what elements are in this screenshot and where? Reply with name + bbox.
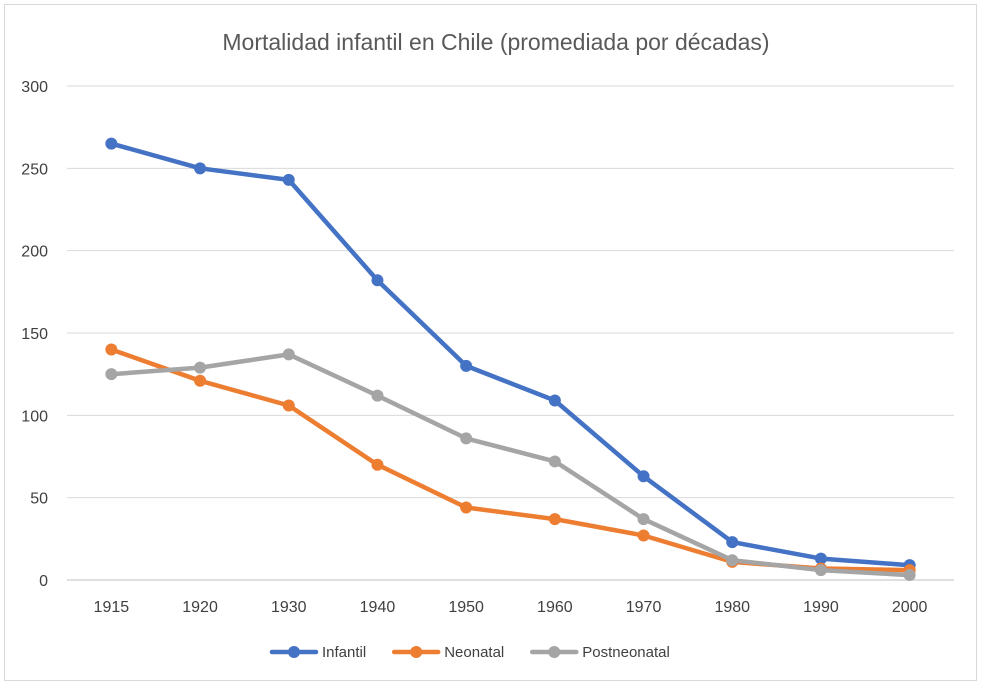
data-point <box>282 399 295 412</box>
x-tick-label: 1915 <box>94 599 130 616</box>
data-point <box>371 274 384 287</box>
y-axis-tick-labels: 0 50 100 150 200 250 300 <box>21 79 48 590</box>
chart-title: Mortalidad infantil en Chile (promediada… <box>222 29 769 55</box>
data-point <box>194 162 207 175</box>
legend-item-postneonatal: Postneonatal <box>530 644 670 661</box>
data-point <box>726 554 739 567</box>
data-point <box>637 529 650 542</box>
legend-label: Neonatal <box>444 644 504 661</box>
y-tick-label: 250 <box>21 161 48 178</box>
x-tick-label: 1930 <box>271 599 307 616</box>
data-point <box>460 359 473 372</box>
x-tick-label: 1960 <box>537 599 573 616</box>
legend-label: Infantil <box>322 644 366 661</box>
data-point <box>105 343 118 356</box>
legend-label: Postneonatal <box>582 644 670 661</box>
y-tick-label: 50 <box>30 491 48 508</box>
gridlines <box>67 85 954 581</box>
data-point <box>282 348 295 361</box>
data-point <box>460 432 473 445</box>
data-point <box>194 374 207 387</box>
data-point <box>371 458 384 471</box>
legend-item-infantil: Infantil <box>269 644 366 661</box>
legend-marker <box>548 646 561 658</box>
data-point <box>903 569 916 582</box>
data-point <box>282 173 295 186</box>
series-neonatal <box>105 343 916 577</box>
x-tick-label: 1920 <box>182 599 218 616</box>
data-point <box>726 536 739 549</box>
data-point <box>194 361 207 374</box>
y-tick-label: 200 <box>21 244 48 261</box>
x-tick-label: 1950 <box>448 599 484 616</box>
y-tick-label: 300 <box>21 79 48 96</box>
data-point <box>371 389 384 402</box>
data-point <box>105 368 118 381</box>
data-point <box>548 513 561 526</box>
y-tick-label: 100 <box>21 408 48 425</box>
series-line <box>109 141 912 568</box>
x-tick-label: 1990 <box>803 599 839 616</box>
legend-marker <box>410 646 423 658</box>
data-point <box>814 564 827 577</box>
data-point <box>548 394 561 407</box>
data-point <box>637 513 650 526</box>
data-point <box>548 455 561 468</box>
legend: Infantil Neonatal Postneonatal <box>269 644 670 661</box>
y-tick-label: 0 <box>39 573 48 590</box>
legend-marker <box>288 646 300 658</box>
data-point <box>637 470 650 483</box>
data-point <box>460 501 473 514</box>
x-tick-label: 2000 <box>892 599 928 616</box>
x-tick-label: 1970 <box>626 599 662 616</box>
data-point <box>105 137 118 150</box>
series-infantil <box>105 137 916 572</box>
x-tick-label: 1980 <box>714 599 750 616</box>
legend-item-neonatal: Neonatal <box>391 644 504 661</box>
series-lines <box>105 137 916 582</box>
series-line <box>109 352 912 578</box>
data-point <box>814 552 827 565</box>
series-postneonatal <box>105 348 916 582</box>
x-tick-label: 1940 <box>360 599 396 616</box>
x-axis-tick-labels: 1915 1920 1930 1940 1950 1960 1970 1980 1990 2000 <box>94 599 928 616</box>
y-tick-label: 150 <box>21 326 48 343</box>
